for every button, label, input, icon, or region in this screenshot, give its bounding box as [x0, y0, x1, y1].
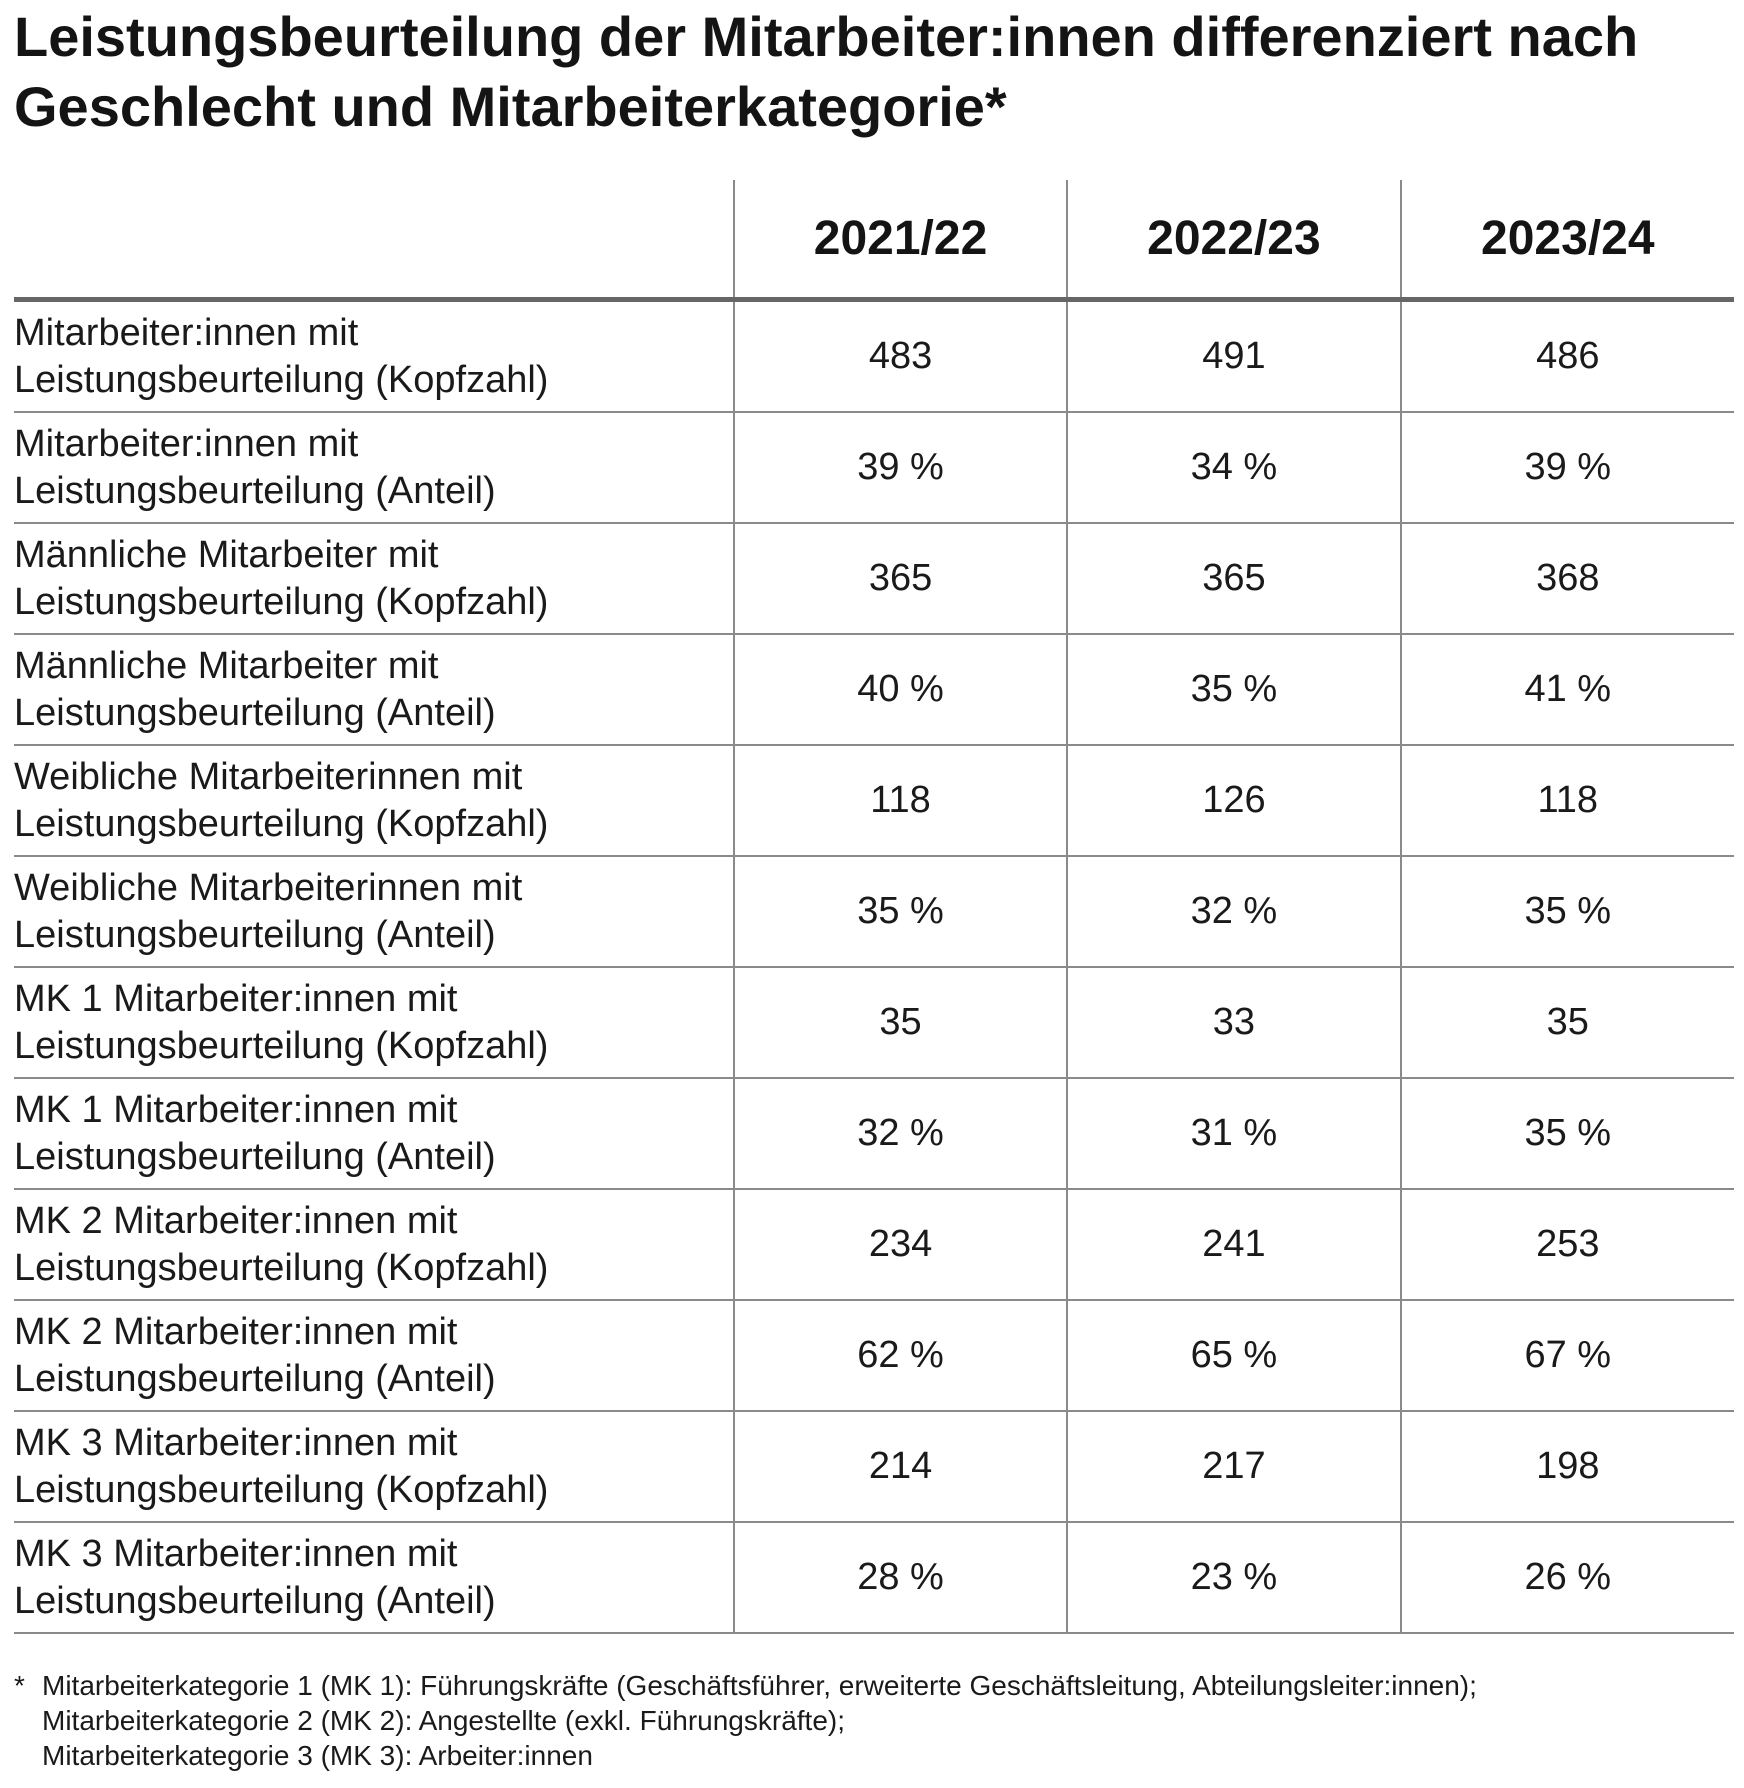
cell-2022-23: 32 % — [1066, 856, 1401, 968]
footnote-line-2: Mitarbeiterkategorie 2 (MK 2): Angestell… — [42, 1705, 846, 1736]
row-label-line-1: MK 1 Mitarbeiter:innen mit — [14, 977, 458, 1020]
cell-2021-22: 365 — [732, 523, 1068, 635]
row-label: MK 3 Mitarbeiter:innen mit Leistungsbeurt… — [14, 1411, 734, 1523]
row-label: Mitarbeiter:innen mit Leistungsbeurteilun… — [14, 299, 734, 413]
row-label-line-1: Weibliche Mitarbeiterinnen mit — [14, 755, 523, 798]
cell-2022-23: 23 % — [1066, 1522, 1401, 1634]
row-label: MK 3 Mitarbeiter:innen mit Leistungsbeurt… — [14, 1522, 734, 1634]
row-label: Männliche Mitarbeiter mit Leistungsbeurte… — [14, 634, 734, 746]
row-label-line-1: MK 2 Mitarbeiter:innen mit — [14, 1310, 458, 1353]
cell-2023-24: 35 — [1399, 967, 1734, 1079]
cell-2023-24: 26 % — [1399, 1522, 1734, 1634]
cell-2023-24: 35 % — [1399, 1078, 1734, 1190]
cell-2021-22: 32 % — [732, 1078, 1068, 1190]
row-label: Mitarbeiter:innen mit Leistungsbeurteilun… — [14, 412, 734, 524]
cell-2022-23: 34 % — [1066, 412, 1401, 524]
footnote-marker: * — [14, 1670, 25, 1701]
row-label: Weibliche Mitarbeiterinnen mit Leistungsb… — [14, 856, 734, 968]
cell-2021-22: 35 % — [732, 856, 1068, 968]
cell-2022-23: 217 — [1066, 1411, 1401, 1523]
footnote-line-3: Mitarbeiterkategorie 3 (MK 3): Arbeiter:… — [42, 1740, 593, 1771]
cell-2023-24: 486 — [1399, 299, 1734, 413]
row-label-line-2: Leistungsbeurteilung (Anteil) — [14, 691, 496, 734]
cell-2021-22: 118 — [732, 745, 1068, 857]
column-header-2022-23: 2022/23 — [1066, 180, 1401, 302]
cell-2022-23: 491 — [1066, 299, 1401, 413]
row-label-line-2: Leistungsbeurteilung (Kopfzahl) — [14, 1468, 549, 1511]
table-row: Männliche Mitarbeiter mit Leistungsbeurte… — [14, 523, 1734, 635]
cell-2021-22: 483 — [732, 299, 1068, 413]
table-row: Mitarbeiter:innen mit Leistungsbeurteilun… — [14, 412, 1734, 524]
row-label-line-2: Leistungsbeurteilung (Anteil) — [14, 1357, 496, 1400]
row-label-line-1: Mitarbeiter:innen mit — [14, 311, 359, 354]
row-label: MK 2 Mitarbeiter:innen mit Leistungsbeurt… — [14, 1189, 734, 1301]
table-row: Männliche Mitarbeiter mit Leistungsbeurte… — [14, 634, 1734, 746]
footnote: * Mitarbeiterkategorie 1 (MK 1): Führung… — [14, 1668, 1734, 1773]
cell-2023-24: 118 — [1399, 745, 1734, 857]
cell-2021-22: 214 — [732, 1411, 1068, 1523]
cell-2022-23: 365 — [1066, 523, 1401, 635]
row-label: Weibliche Mitarbeiterinnen mit Leistungsb… — [14, 745, 734, 857]
cell-2021-22: 62 % — [732, 1300, 1068, 1412]
cell-2022-23: 35 % — [1066, 634, 1401, 746]
table-row: MK 2 Mitarbeiter:innen mit Leistungsbeurt… — [14, 1300, 1734, 1412]
cell-2022-23: 31 % — [1066, 1078, 1401, 1190]
cell-2022-23: 241 — [1066, 1189, 1401, 1301]
cell-2023-24: 41 % — [1399, 634, 1734, 746]
row-label-line-2: Leistungsbeurteilung (Kopfzahl) — [14, 1024, 549, 1067]
cell-2023-24: 39 % — [1399, 412, 1734, 524]
table-row: Weibliche Mitarbeiterinnen mit Leistungsb… — [14, 745, 1734, 857]
table-row: Weibliche Mitarbeiterinnen mit Leistungsb… — [14, 856, 1734, 968]
table-row: MK 1 Mitarbeiter:innen mit Leistungsbeurt… — [14, 967, 1734, 1079]
table-row: MK 2 Mitarbeiter:innen mit Leistungsbeurt… — [14, 1189, 1734, 1301]
table-header-row: 2021/22 2022/23 2023/24 — [14, 180, 1734, 302]
column-header-2021-22: 2021/22 — [732, 180, 1068, 302]
row-label-line-1: MK 2 Mitarbeiter:innen mit — [14, 1199, 458, 1242]
row-label-line-2: Leistungsbeurteilung (Anteil) — [14, 913, 496, 956]
table-row: MK 3 Mitarbeiter:innen mit Leistungsbeurt… — [14, 1522, 1734, 1634]
row-label-line-1: Männliche Mitarbeiter mit — [14, 644, 439, 687]
column-header-2023-24: 2023/24 — [1399, 180, 1734, 302]
title-line-1: Leistungsbeurteilung der Mitarbeiter:inn… — [14, 5, 1639, 68]
cell-2022-23: 126 — [1066, 745, 1401, 857]
row-label-line-2: Leistungsbeurteilung (Kopfzahl) — [14, 1246, 549, 1289]
cell-2023-24: 35 % — [1399, 856, 1734, 968]
table-row: MK 3 Mitarbeiter:innen mit Leistungsbeurt… — [14, 1411, 1734, 1523]
footnote-text: Mitarbeiterkategorie 1 (MK 1): Führungsk… — [42, 1668, 1734, 1773]
header-label-cell — [14, 180, 734, 302]
row-label-line-1: MK 1 Mitarbeiter:innen mit — [14, 1088, 458, 1131]
row-label-line-1: MK 3 Mitarbeiter:innen mit — [14, 1532, 458, 1575]
cell-2023-24: 253 — [1399, 1189, 1734, 1301]
table-row: Mitarbeiter:innen mit Leistungsbeurteilun… — [14, 299, 1734, 413]
cell-2023-24: 198 — [1399, 1411, 1734, 1523]
row-label-line-2: Leistungsbeurteilung (Kopfzahl) — [14, 580, 549, 623]
row-label: MK 1 Mitarbeiter:innen mit Leistungsbeurt… — [14, 967, 734, 1079]
row-label-line-2: Leistungsbeurteilung (Kopfzahl) — [14, 802, 549, 845]
row-label-line-2: Leistungsbeurteilung (Kopfzahl) — [14, 358, 549, 401]
performance-review-table: 2021/22 2022/23 2023/24 Mitarbeiter:inne… — [14, 180, 1734, 1634]
page-title: Leistungsbeurteilung der Mitarbeiter:inn… — [14, 2, 1714, 142]
footnote-line-1: Mitarbeiterkategorie 1 (MK 1): Führungsk… — [42, 1670, 1477, 1701]
cell-2021-22: 234 — [732, 1189, 1068, 1301]
cell-2022-23: 65 % — [1066, 1300, 1401, 1412]
cell-2021-22: 35 — [732, 967, 1068, 1079]
row-label: MK 2 Mitarbeiter:innen mit Leistungsbeurt… — [14, 1300, 734, 1412]
table-row: MK 1 Mitarbeiter:innen mit Leistungsbeurt… — [14, 1078, 1734, 1190]
row-label: MK 1 Mitarbeiter:innen mit Leistungsbeurt… — [14, 1078, 734, 1190]
cell-2022-23: 33 — [1066, 967, 1401, 1079]
row-label-line-2: Leistungsbeurteilung (Anteil) — [14, 1135, 496, 1178]
cell-2021-22: 28 % — [732, 1522, 1068, 1634]
row-label-line-1: Männliche Mitarbeiter mit — [14, 533, 439, 576]
row-label-line-1: MK 3 Mitarbeiter:innen mit — [14, 1421, 458, 1464]
cell-2021-22: 39 % — [732, 412, 1068, 524]
row-label-line-1: Mitarbeiter:innen mit — [14, 422, 359, 465]
row-label-line-2: Leistungsbeurteilung (Anteil) — [14, 1579, 496, 1622]
row-label: Männliche Mitarbeiter mit Leistungsbeurte… — [14, 523, 734, 635]
cell-2021-22: 40 % — [732, 634, 1068, 746]
row-label-line-1: Weibliche Mitarbeiterinnen mit — [14, 866, 523, 909]
cell-2023-24: 67 % — [1399, 1300, 1734, 1412]
title-line-2: Geschlecht und Mitarbeiterkategorie* — [14, 75, 1007, 138]
cell-2023-24: 368 — [1399, 523, 1734, 635]
row-label-line-2: Leistungsbeurteilung (Anteil) — [14, 469, 496, 512]
